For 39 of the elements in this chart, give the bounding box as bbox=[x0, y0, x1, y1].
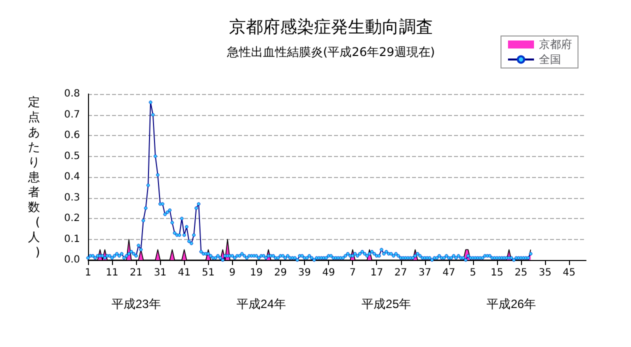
y-tick-label: 0.0 bbox=[64, 254, 80, 266]
text: 平成24年 bbox=[236, 297, 286, 311]
x-tick-label: 35 bbox=[538, 268, 552, 278]
x-tick-label: 37 bbox=[418, 268, 432, 278]
legend-label: 京都府 bbox=[539, 38, 572, 51]
y-tick-label: 0.3 bbox=[64, 192, 80, 204]
x-tick-label: 51 bbox=[202, 268, 215, 278]
legend-label: 全国 bbox=[539, 53, 561, 66]
chart-title: 京都府感染症発生動向調査 bbox=[229, 18, 433, 38]
x-tick-label: 11 bbox=[106, 268, 118, 278]
text: 平成25年 bbox=[362, 297, 411, 311]
text: 平成23年 bbox=[111, 297, 161, 311]
x-tick-label: 27 bbox=[394, 268, 408, 278]
y-tick-label: 0.4 bbox=[64, 172, 80, 182]
y-tick-label: 0.6 bbox=[64, 130, 80, 141]
y-tick-label: 0.8 bbox=[64, 88, 80, 100]
chart-subtitle: 急性出血性結膜炎(平成26年29週現在) bbox=[226, 45, 435, 59]
text: 定点あたり患者数(人) bbox=[28, 95, 40, 259]
x-tick-label: 39 bbox=[298, 268, 311, 278]
text: 平成26年 bbox=[486, 297, 536, 311]
x-tick-label: 49 bbox=[322, 268, 335, 278]
x-tick-label: 9 bbox=[229, 268, 236, 278]
y-tick-label: 0.5 bbox=[64, 150, 80, 162]
y-tick-label: 0.7 bbox=[64, 109, 80, 120]
x-tick-label: 5 bbox=[470, 268, 476, 278]
y-tick-label: 0.1 bbox=[64, 234, 80, 245]
y-tick-label: 0.2 bbox=[64, 213, 80, 224]
x-tick-label: 25 bbox=[514, 268, 528, 278]
x-tick-label: 15 bbox=[490, 268, 504, 278]
x-tick-label: 45 bbox=[562, 268, 576, 278]
x-tick-label: 21 bbox=[130, 268, 142, 278]
x-tick-label: 1 bbox=[84, 268, 92, 278]
x-tick-label: 7 bbox=[349, 268, 356, 278]
x-tick-label: 19 bbox=[250, 268, 263, 278]
x-tick-label: 17 bbox=[370, 268, 384, 278]
x-tick-label: 47 bbox=[442, 268, 456, 278]
x-tick-label: 31 bbox=[154, 268, 167, 278]
x-tick-label: 29 bbox=[274, 268, 287, 278]
x-tick-label: 41 bbox=[178, 268, 191, 278]
